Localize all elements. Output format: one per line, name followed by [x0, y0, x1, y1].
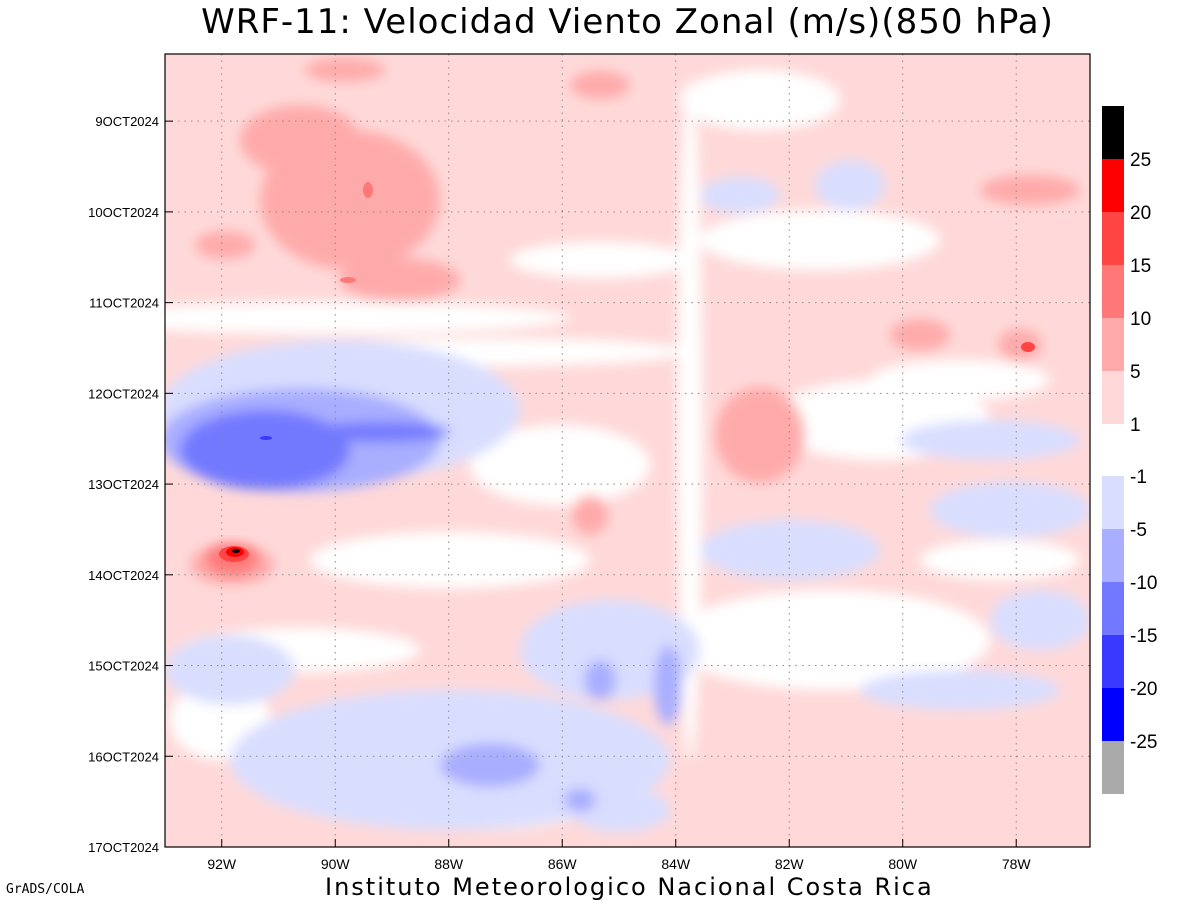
neutral-band [510, 242, 690, 278]
easterly-region [930, 482, 1090, 538]
easterly-region [990, 590, 1090, 650]
westerly-region [572, 495, 608, 535]
neutral-band [470, 425, 650, 505]
contour-fills [165, 58, 1090, 832]
neutral-band [700, 210, 940, 270]
easterly-region [440, 743, 540, 787]
easterly-region [900, 420, 1080, 460]
colorbar-label: -25 [1130, 732, 1157, 753]
colorbar-label: -10 [1130, 573, 1157, 594]
axis-ticks [165, 120, 1017, 848]
colorbar-label: -5 [1130, 520, 1147, 541]
colorbar-bin [1102, 741, 1124, 794]
colorbar-label: -20 [1130, 679, 1157, 700]
x-tick-label: 82W [775, 856, 805, 872]
easterly-region [165, 635, 295, 705]
y-tick-label: 17OCT2024 [88, 840, 159, 855]
institution-credit: Instituto Meteorologico Nacional Costa R… [325, 873, 934, 901]
colorbar-label: 25 [1130, 150, 1151, 171]
easterly-region [700, 520, 880, 580]
neutral-band [920, 540, 1080, 580]
y-tick-label: 16OCT2024 [88, 749, 159, 764]
x-tick-labels: 92W 90W 88W 86W 84W 82W 80W 78W [207, 856, 1031, 872]
westerly-region [890, 319, 950, 351]
colorbar-bin [1102, 688, 1124, 741]
chart-title: WRF-11: Velocidad Viento Zonal (m/s)(850… [201, 2, 1054, 42]
easterly-core [180, 410, 350, 490]
colorbar-label: 15 [1130, 256, 1151, 277]
westerly-region [240, 105, 360, 175]
easterly-core [310, 422, 450, 442]
software-credit: GrADS/COLA [6, 882, 85, 897]
easterly-region [584, 660, 616, 700]
x-tick-label: 78W [1002, 856, 1032, 872]
westerly-region [340, 258, 460, 302]
y-tick-label: 15OCT2024 [88, 659, 159, 674]
colorbar-bin [1102, 318, 1124, 371]
colorbar-label: 10 [1130, 309, 1151, 330]
x-tick-label: 80W [888, 856, 918, 872]
x-tick-label: 92W [207, 856, 237, 872]
colorbar-label: -15 [1130, 626, 1157, 647]
neutral-band [310, 532, 590, 588]
x-tick-label: 86W [548, 856, 578, 872]
colorbar-label: 1 [1130, 415, 1141, 436]
plot-area [165, 54, 1090, 847]
colorbar-bin [1102, 106, 1124, 159]
colorbar-label: 20 [1130, 203, 1151, 224]
colorbar-bin [1102, 582, 1124, 635]
colorbar-bin [1102, 371, 1124, 424]
neutral-band [870, 360, 1050, 400]
y-tick-label: 10OCT2024 [88, 205, 159, 220]
plot-frame [164, 53, 1091, 848]
colorbar-bin [1102, 212, 1124, 265]
westerly-region [195, 231, 255, 259]
easterly-region [700, 177, 780, 213]
neutral-band [680, 70, 840, 130]
westerly-region [980, 175, 1080, 205]
neutral-band [165, 302, 570, 334]
easterly-region [860, 670, 1060, 710]
x-tick-label: 84W [661, 856, 691, 872]
y-tick-label: 13OCT2024 [88, 477, 159, 492]
westerly-core [206, 182, 1035, 574]
x-tick-label: 88W [434, 856, 464, 872]
y-tick-labels: 9OCT2024 10OCT2024 11OCT2024 12OCT2024 13OCT… [88, 114, 159, 855]
y-tick-label: 11OCT2024 [89, 296, 159, 311]
color-bar-legend: 25 20 15 10 5 1 -1 -5 -10 -15 -20 -25 [1102, 106, 1157, 794]
neutral-band [678, 80, 702, 760]
y-tick-label: 9OCT2024 [95, 114, 159, 129]
colorbar-label: 5 [1130, 362, 1141, 383]
westerly-region [715, 387, 805, 483]
easterly-region [815, 160, 885, 210]
easterly-region [564, 788, 596, 812]
x-tick-label: 90W [321, 856, 351, 872]
colorbar-bin [1102, 265, 1124, 318]
neutral-band [670, 590, 990, 690]
easterly-region [654, 645, 682, 725]
westerly-region [998, 329, 1042, 361]
y-tick-label: 12OCT2024 [88, 386, 159, 401]
y-tick-label: 14OCT2024 [88, 568, 159, 583]
colorbar-bin [1102, 635, 1124, 688]
colorbar-bin [1102, 529, 1124, 582]
westerly-region [570, 71, 630, 99]
gridlines [165, 54, 1090, 847]
colorbar-bin [1102, 159, 1124, 212]
westerly-region [305, 58, 385, 82]
colorbar-bin [1102, 476, 1124, 529]
colorbar-label: -1 [1130, 467, 1147, 488]
